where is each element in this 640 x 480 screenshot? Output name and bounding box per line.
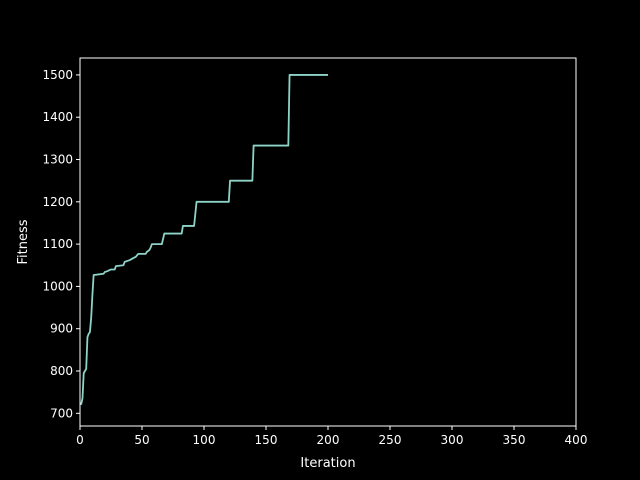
x-tick-label: 150	[255, 433, 278, 447]
y-tick-label: 900	[50, 322, 73, 336]
x-tick-label: 50	[134, 433, 149, 447]
x-tick-label: 0	[76, 433, 84, 447]
x-tick-label: 100	[193, 433, 216, 447]
y-axis-label: Fitness	[16, 219, 31, 264]
x-tick-label: 300	[441, 433, 464, 447]
x-tick-label: 200	[317, 433, 340, 447]
y-tick-label: 1500	[42, 68, 73, 82]
fitness-series-line	[80, 74, 328, 405]
y-tick-label: 700	[50, 406, 73, 420]
x-tick-label: 250	[379, 433, 402, 447]
series-layer	[80, 74, 328, 405]
x-tick-label: 400	[565, 433, 588, 447]
y-tick-label: 1300	[42, 153, 73, 167]
y-tick-label: 1400	[42, 110, 73, 124]
y-tick-label: 1200	[42, 195, 73, 209]
y-tick-label: 800	[50, 364, 73, 378]
x-tick-label: 350	[503, 433, 526, 447]
x-axis-label: Iteration	[300, 456, 355, 471]
y-tick-label: 1000	[42, 279, 73, 293]
y-tick-label: 1100	[42, 237, 73, 251]
tick-layer: 0 50 100 150 200 250 300 350 400 700 800 900 1000 110…	[42, 68, 587, 447]
axes-frame	[79, 57, 577, 427]
